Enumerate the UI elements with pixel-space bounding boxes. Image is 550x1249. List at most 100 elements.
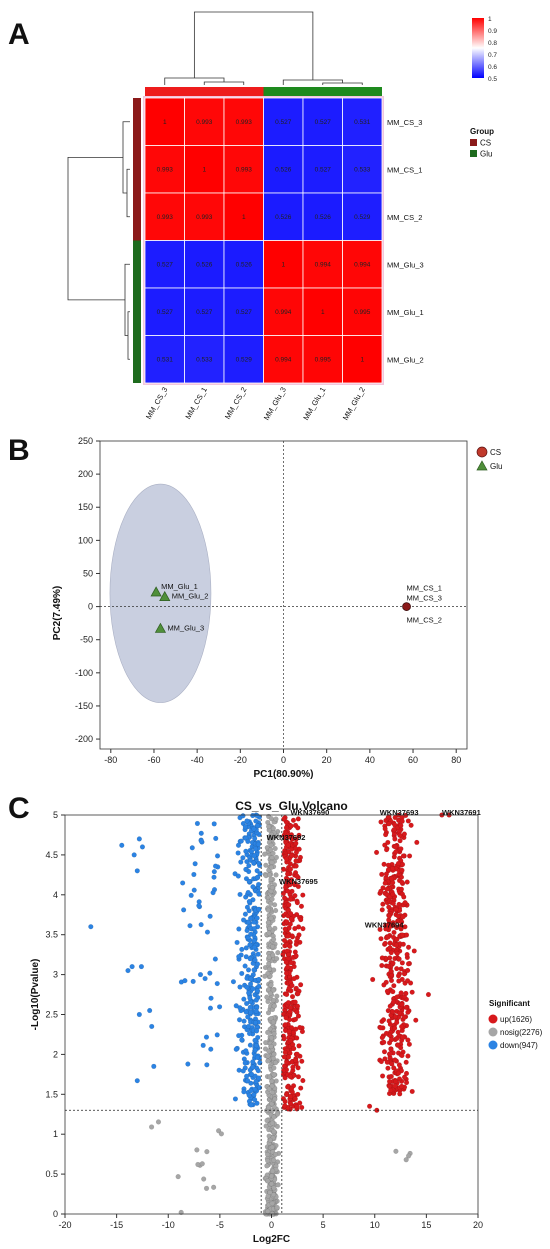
heatmap-colorbar: 1 0.9 0.8 0.7 0.6 0.5	[472, 16, 497, 83]
down-point	[251, 1092, 257, 1098]
nosig-point	[266, 872, 273, 878]
up-point	[393, 942, 399, 948]
down-point	[234, 939, 240, 946]
heatmap-cell-value: 0.994	[275, 356, 292, 363]
nosig-point	[267, 1189, 273, 1196]
nosig-point	[266, 834, 272, 840]
down-point	[88, 924, 94, 930]
up-point	[379, 955, 385, 961]
up-point	[281, 1067, 287, 1073]
down-point	[246, 863, 252, 869]
up-point	[281, 866, 287, 872]
heatmap-row-label: MM_CS_1	[387, 165, 422, 174]
nosig-point	[269, 855, 275, 861]
nosig-point	[271, 1031, 277, 1037]
up-point	[281, 1036, 287, 1042]
down-point	[246, 908, 252, 914]
nosig-point	[271, 1129, 277, 1135]
up-point	[290, 817, 296, 823]
up-point	[282, 1103, 288, 1109]
y-tick-label: -100	[75, 668, 93, 678]
down-point	[211, 869, 217, 875]
down-point	[250, 813, 256, 819]
up-point	[394, 1035, 400, 1041]
nosig-point	[265, 1029, 271, 1036]
x-tick-label: -10	[162, 1220, 175, 1230]
heatmap-cell-value: 0.993	[196, 214, 213, 221]
up-point	[392, 1025, 398, 1031]
up-point	[379, 962, 385, 969]
down-point	[245, 838, 251, 844]
down-point	[217, 1004, 223, 1010]
up-point	[287, 1038, 294, 1044]
up-point	[292, 893, 298, 899]
up-point	[374, 849, 380, 855]
down-point	[242, 911, 248, 917]
panel-letter-a: A	[8, 18, 30, 51]
left-dendrogram	[67, 121, 130, 360]
volcano-legend-marker	[488, 1040, 498, 1050]
up-point	[396, 1062, 402, 1068]
down-point	[252, 1097, 258, 1103]
down-point	[245, 934, 251, 941]
up-point	[383, 979, 389, 985]
up-point	[299, 1058, 305, 1064]
up-point	[384, 988, 390, 994]
nosig-point	[149, 1124, 155, 1130]
up-point	[378, 819, 384, 825]
legend-glu-marker	[476, 460, 488, 471]
up-point	[294, 1035, 300, 1041]
nosig-point	[274, 1111, 281, 1117]
up-point	[285, 964, 291, 970]
nosig-point	[268, 1035, 275, 1041]
up-point	[398, 923, 404, 929]
up-point	[284, 835, 290, 841]
heatmap-cell	[342, 287, 383, 336]
up-point	[290, 1064, 296, 1070]
nosig-point	[211, 1184, 217, 1190]
up-point	[381, 1039, 387, 1045]
heatmap-cell-value: 0.531	[157, 356, 174, 363]
heatmap-cell-value: 0.529	[236, 356, 253, 363]
up-point	[296, 832, 302, 838]
heatmap-cell-value: 0.527	[157, 309, 174, 316]
cs-point-label: MM_CS_3	[407, 594, 442, 603]
heatmap-row-label: MM_Glu_1	[387, 308, 424, 317]
gene-label: WKN37690	[290, 808, 329, 817]
nosig-point	[269, 1173, 275, 1179]
heatmap-cell-value: 0.527	[196, 309, 213, 316]
gene-label: WKN37693	[380, 808, 419, 817]
down-point	[253, 846, 259, 852]
heatmap-column-label: MM_CS_1	[183, 386, 209, 421]
up-point	[294, 1103, 300, 1110]
legend-cs-marker	[476, 446, 488, 458]
down-point	[151, 1063, 157, 1069]
heatmap-cell	[184, 192, 225, 241]
down-point	[252, 1037, 258, 1043]
heatmap-cell-value: 1	[321, 309, 325, 316]
up-point	[388, 950, 394, 956]
up-point	[390, 989, 396, 995]
up-point	[405, 961, 412, 967]
down-point	[253, 1043, 259, 1049]
down-point	[243, 1048, 249, 1054]
glu-point-label: MM_Glu_3	[167, 623, 204, 632]
up-point	[287, 866, 294, 872]
down-point	[239, 1037, 245, 1043]
up-point	[293, 863, 299, 869]
group-legend-title: Group	[470, 127, 494, 136]
down-point	[256, 860, 262, 867]
up-point	[295, 816, 301, 822]
y-tick-label: 2.5	[45, 1010, 58, 1020]
nosig-point	[266, 930, 272, 936]
up-point	[383, 871, 389, 877]
nosig-point	[269, 896, 275, 902]
down-point	[247, 995, 253, 1001]
y-tick-label: 200	[78, 469, 93, 479]
up-point	[403, 1080, 410, 1086]
down-point	[248, 931, 254, 937]
up-point	[288, 1101, 294, 1107]
down-point	[241, 917, 247, 923]
nosig-point	[270, 944, 276, 950]
